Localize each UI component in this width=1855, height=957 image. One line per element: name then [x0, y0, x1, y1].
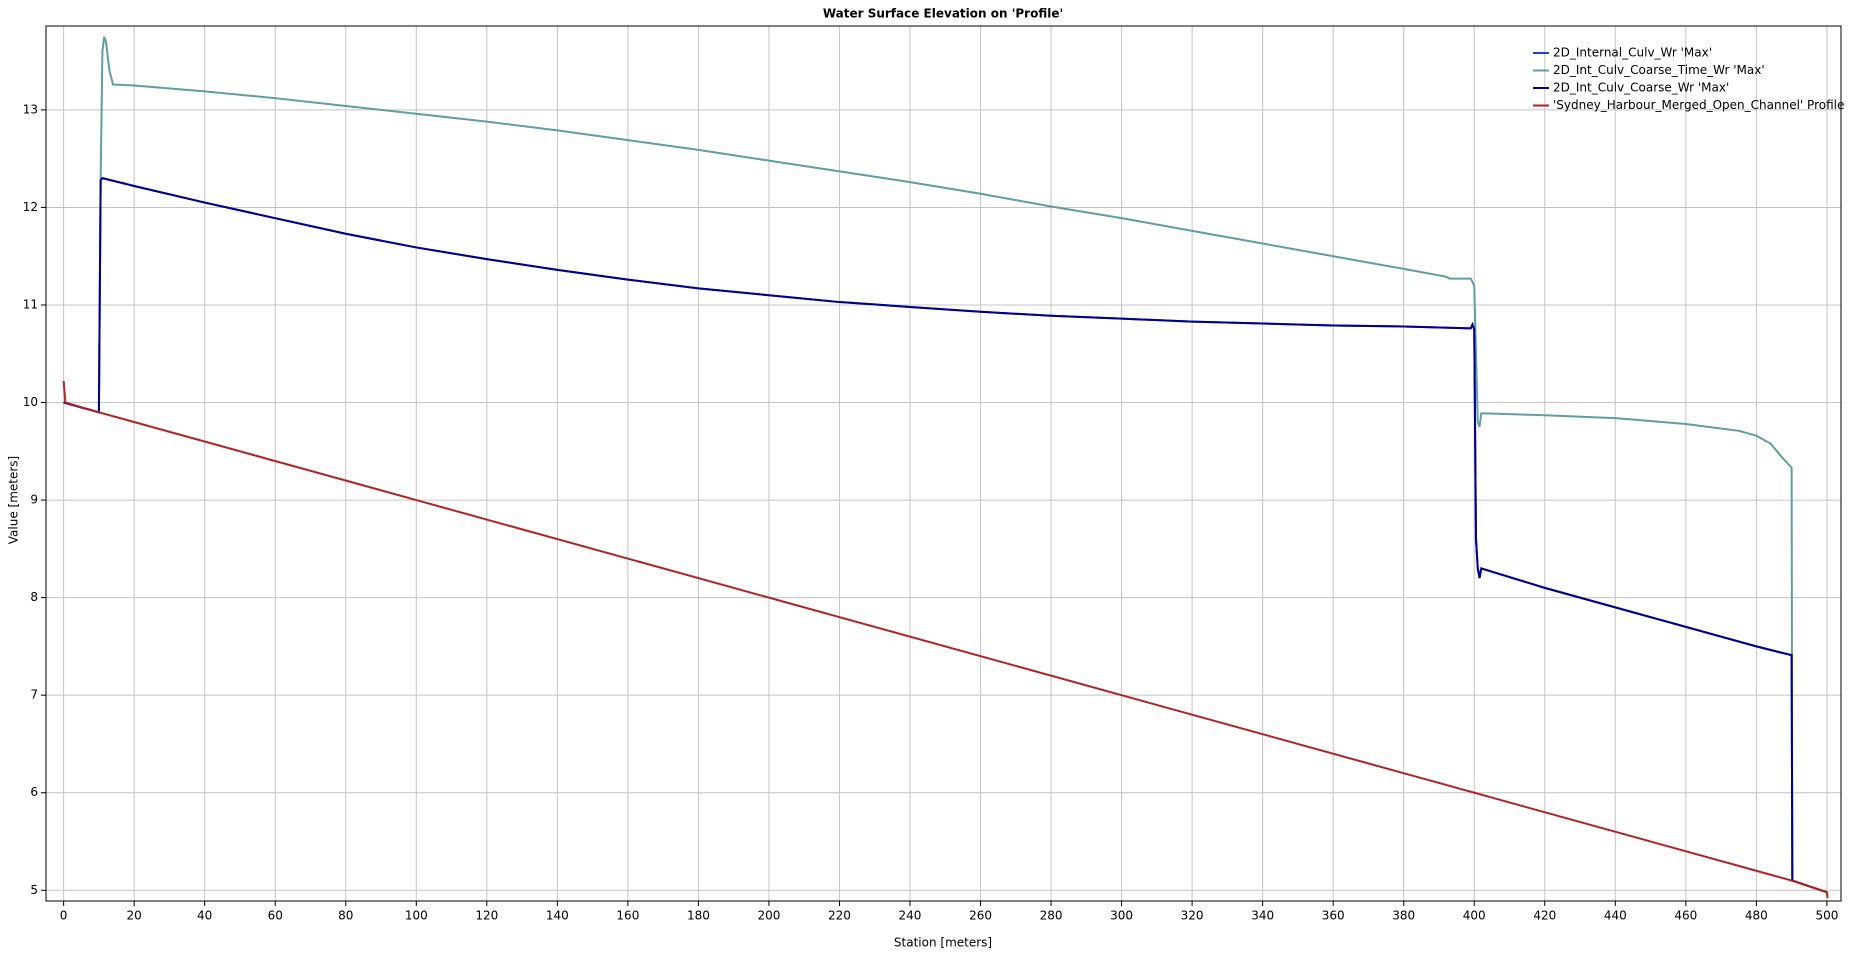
y-tick-label: 13 [23, 102, 38, 116]
x-tick-label: 440 [1604, 909, 1627, 923]
x-tick-label: 160 [616, 909, 639, 923]
x-tick-label: 400 [1463, 909, 1486, 923]
series-line [63, 177, 1828, 894]
x-tick-label: 40 [197, 909, 212, 923]
x-tick-label: 340 [1251, 909, 1274, 923]
y-tick-label: 10 [23, 395, 38, 409]
y-axis-label: Value [meters] [7, 456, 21, 544]
x-tick-label: 220 [828, 909, 851, 923]
y-tick-label: 8 [30, 590, 38, 604]
legend-label: 2D_Internal_Culv_Wr 'Max' [1553, 46, 1712, 60]
x-tick-label: 60 [268, 909, 283, 923]
legend-label: 2D_Int_Culv_Coarse_Time_Wr 'Max' [1553, 63, 1765, 77]
x-tick-label: 80 [338, 909, 353, 923]
x-tick-label: 20 [127, 909, 142, 923]
y-tick-label: 7 [30, 688, 38, 702]
y-tick-label: 9 [30, 493, 38, 507]
x-tick-label: 480 [1745, 909, 1768, 923]
legend-label: 2D_Int_Culv_Coarse_Wr 'Max' [1553, 81, 1729, 95]
x-tick-label: 500 [1815, 909, 1838, 923]
plot-frame [45, 25, 1842, 902]
x-tick-label: 300 [1110, 909, 1133, 923]
x-tick-label: 380 [1392, 909, 1415, 923]
x-tick-label: 460 [1674, 909, 1697, 923]
x-tick-label: 280 [1040, 909, 1063, 923]
y-tick-label: 5 [30, 883, 38, 897]
x-axis-label: Station [meters] [894, 936, 992, 950]
x-tick-label: 0 [60, 909, 68, 923]
y-tick-label: 12 [23, 200, 38, 214]
legend-label: 'Sydney_Harbour_Merged_Open_Channel' Pro… [1553, 98, 1844, 112]
x-tick-label: 360 [1322, 909, 1345, 923]
x-tick-label: 100 [405, 909, 428, 923]
y-tick-label: 11 [23, 297, 38, 311]
x-tick-label: 240 [899, 909, 922, 923]
series-line [62, 380, 1829, 899]
x-tick-label: 120 [475, 909, 498, 923]
x-tick-label: 320 [1181, 909, 1204, 923]
x-tick-label: 140 [546, 909, 569, 923]
x-tick-label: 420 [1533, 909, 1556, 923]
chart-title: Water Surface Elevation on 'Profile' [823, 7, 1063, 21]
x-tick-label: 180 [687, 909, 710, 923]
x-tick-label: 260 [969, 909, 992, 923]
y-tick-label: 6 [30, 785, 38, 799]
x-tick-label: 200 [757, 909, 780, 923]
series-line [63, 36, 1828, 894]
